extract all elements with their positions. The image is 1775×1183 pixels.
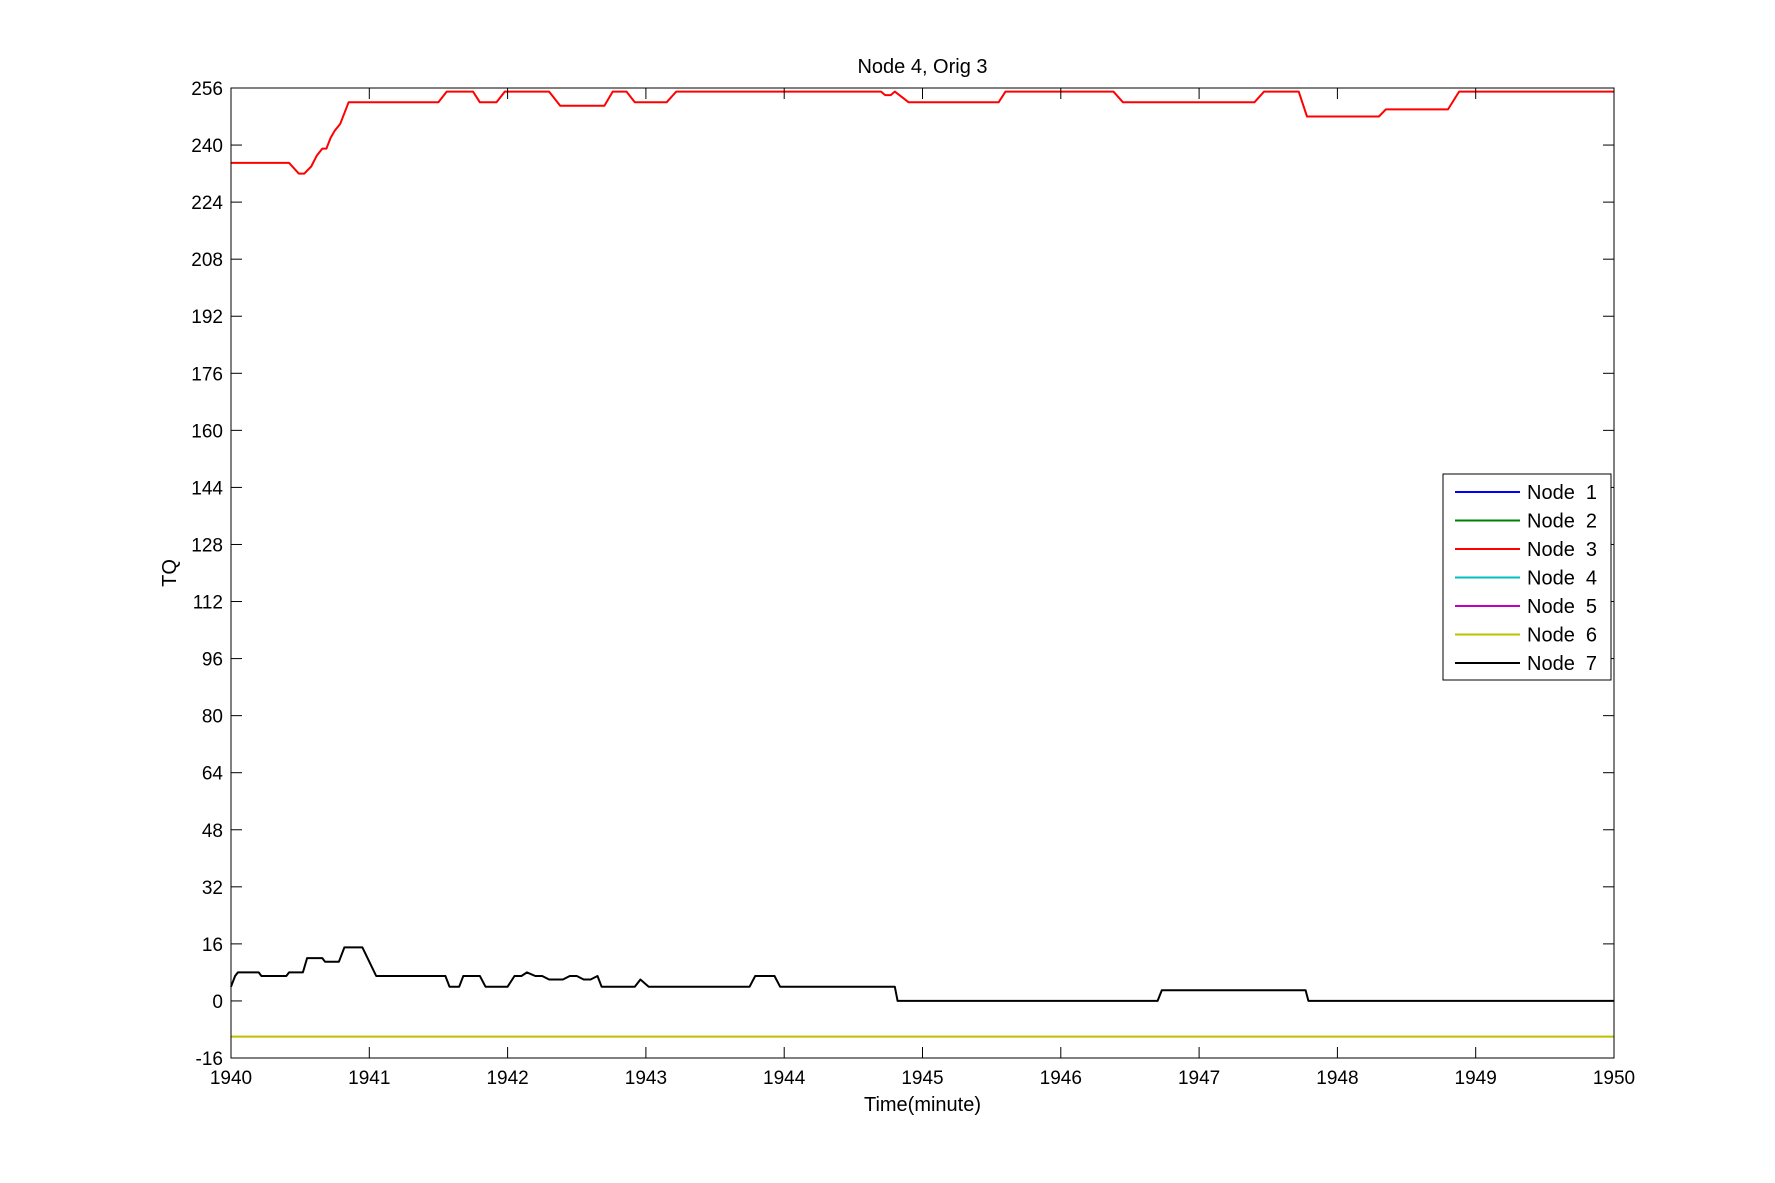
x-tick-label: 1940 (210, 1068, 252, 1089)
y-tick-label: 96 (202, 650, 223, 671)
legend-entry: Node 1 (1527, 482, 1597, 504)
x-tick-label: 1943 (625, 1068, 667, 1089)
y-tick-label: 0 (212, 992, 223, 1013)
legend-entry: Node 2 (1527, 511, 1597, 533)
y-axis: -16 0 16 32 48 64 80 96 112 128 144 160 176 192 208 224… (191, 79, 1614, 1070)
x-tick-label: 1949 (1455, 1068, 1497, 1089)
y-tick-label: 48 (202, 821, 223, 842)
x-tick-label: 1945 (901, 1068, 943, 1089)
x-tick-label: 1948 (1316, 1068, 1358, 1089)
x-tick-label: 1944 (763, 1068, 806, 1089)
legend-entry: Node 7 (1527, 653, 1597, 675)
x-tick-label: 1946 (1040, 1068, 1082, 1089)
legend: Node 1 Node 2 Node 3 Node 4 Node 5 Node 6 Node… (1442, 473, 1612, 681)
legend-entry: Node 4 (1527, 568, 1597, 590)
plot-area (231, 88, 1614, 1058)
x-tick-label: 1942 (486, 1068, 528, 1089)
y-tick-label: -16 (196, 1049, 223, 1070)
y-axis-label: TQ (159, 559, 181, 587)
series-line-node-7 (230, 946, 1614, 1002)
x-tick-label: 1947 (1178, 1068, 1220, 1089)
y-tick-label: 64 (202, 764, 224, 785)
y-tick-label: 160 (191, 421, 223, 442)
x-tick-label: 1950 (1593, 1068, 1635, 1089)
y-tick-label: 240 (191, 136, 223, 157)
chart-title: Node 4, Orig 3 (857, 56, 987, 78)
legend-entry: Node 3 (1527, 539, 1597, 561)
y-tick-label: 256 (191, 79, 223, 100)
x-tick-label: 1941 (348, 1068, 390, 1089)
y-tick-label: 128 (191, 535, 223, 556)
x-axis: 1940 1941 1942 1943 1944 1945 1946 1947 1948 1949… (210, 88, 1635, 1089)
y-tick-label: 208 (191, 250, 223, 271)
series-line-node-3 (231, 90, 1614, 175)
y-tick-label: 16 (202, 935, 223, 956)
series-layer (230, 90, 1614, 1038)
y-tick-label: 112 (193, 593, 223, 614)
x-axis-label: Time(minute) (864, 1094, 981, 1116)
y-tick-label: 192 (191, 307, 223, 328)
y-tick-label: 144 (191, 478, 223, 499)
y-tick-label: 32 (202, 878, 223, 899)
legend-entry: Node 6 (1527, 625, 1597, 647)
y-tick-label: 80 (202, 707, 223, 728)
legend-entry: Node 5 (1527, 596, 1597, 618)
y-tick-label: 176 (191, 364, 223, 385)
y-tick-label: 224 (191, 193, 223, 214)
